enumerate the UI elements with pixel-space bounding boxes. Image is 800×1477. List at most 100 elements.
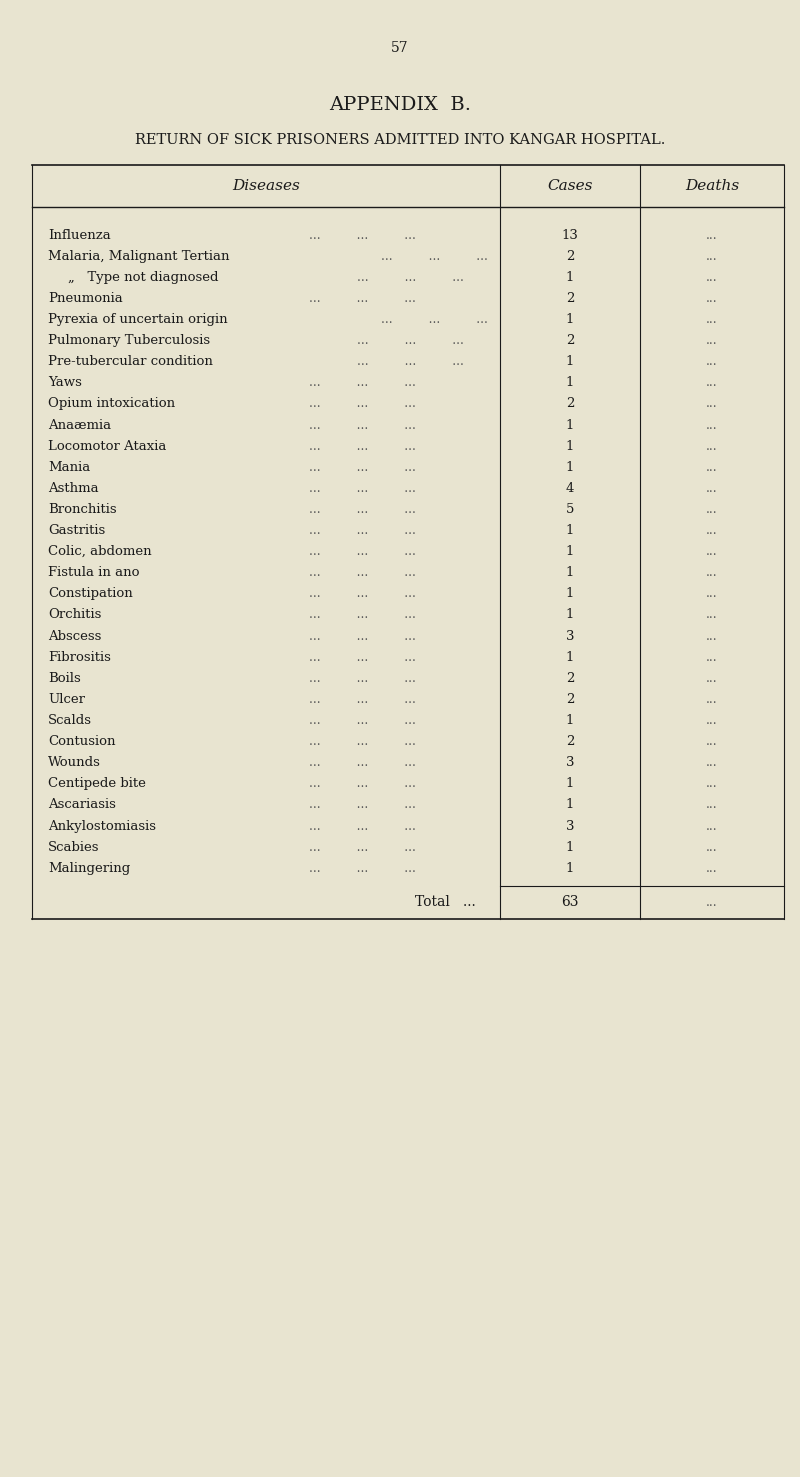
Text: 4: 4: [566, 482, 574, 495]
Text: Yaws: Yaws: [48, 377, 82, 390]
Text: ...         ...         ...: ... ... ...: [309, 820, 415, 833]
Text: Malingering: Malingering: [48, 861, 130, 874]
Text: ...         ...         ...: ... ... ...: [309, 713, 415, 727]
Text: Contusion: Contusion: [48, 736, 115, 749]
Text: Opium intoxication: Opium intoxication: [48, 397, 175, 411]
Text: ...: ...: [706, 713, 718, 727]
Text: RETURN OF SICK PRISONERS ADMITTED INTO KANGAR HOSPITAL.: RETURN OF SICK PRISONERS ADMITTED INTO K…: [135, 133, 665, 146]
Text: ...         ...         ...: ... ... ...: [309, 588, 415, 600]
Text: 1: 1: [566, 713, 574, 727]
Text: ...: ...: [706, 588, 718, 600]
Text: Bronchitis: Bronchitis: [48, 504, 117, 515]
Text: APPENDIX  B.: APPENDIX B.: [329, 96, 471, 114]
Text: 63: 63: [562, 895, 578, 910]
Text: 1: 1: [566, 545, 574, 558]
Text: ...         ...         ...: ... ... ...: [357, 270, 463, 284]
Text: ...         ...         ...: ... ... ...: [309, 292, 415, 304]
Text: 1: 1: [566, 524, 574, 538]
Text: ...: ...: [706, 799, 718, 811]
Text: ...: ...: [706, 461, 718, 474]
Text: 1: 1: [566, 270, 574, 284]
Text: ...         ...         ...: ... ... ...: [381, 313, 487, 326]
Text: ...         ...         ...: ... ... ...: [309, 482, 415, 495]
Text: ...: ...: [706, 418, 718, 431]
Text: ...         ...         ...: ... ... ...: [309, 861, 415, 874]
Text: Influenza: Influenza: [48, 229, 110, 242]
Text: Centipede bite: Centipede bite: [48, 777, 146, 790]
Text: ...         ...         ...: ... ... ...: [309, 609, 415, 622]
Text: 3: 3: [566, 629, 574, 642]
Text: 1: 1: [566, 377, 574, 390]
Text: ...: ...: [706, 820, 718, 833]
Text: Gastritis: Gastritis: [48, 524, 106, 538]
Text: ...         ...         ...: ... ... ...: [309, 397, 415, 411]
Text: Boils: Boils: [48, 672, 81, 685]
Text: Pneumonia: Pneumonia: [48, 292, 122, 304]
Text: ...         ...         ...: ... ... ...: [309, 418, 415, 431]
Text: Scalds: Scalds: [48, 713, 92, 727]
Text: ...         ...         ...: ... ... ...: [309, 736, 415, 749]
Text: ...: ...: [706, 250, 718, 263]
Text: Orchitis: Orchitis: [48, 609, 102, 622]
Text: ...: ...: [706, 377, 718, 390]
Text: Ankylostomiasis: Ankylostomiasis: [48, 820, 156, 833]
Text: Ascariasis: Ascariasis: [48, 799, 116, 811]
Text: 3: 3: [566, 756, 574, 770]
Text: ...: ...: [706, 397, 718, 411]
Text: 2: 2: [566, 397, 574, 411]
Text: ...         ...         ...: ... ... ...: [309, 504, 415, 515]
Text: ...: ...: [706, 693, 718, 706]
Text: 57: 57: [391, 41, 409, 55]
Text: 2: 2: [566, 292, 574, 304]
Text: 1: 1: [566, 799, 574, 811]
Text: „   Type not diagnosed: „ Type not diagnosed: [68, 270, 218, 284]
Text: ...         ...         ...: ... ... ...: [309, 756, 415, 770]
Text: Constipation: Constipation: [48, 588, 133, 600]
Text: Fibrositis: Fibrositis: [48, 651, 111, 663]
Text: 1: 1: [566, 861, 574, 874]
Text: Anaæmia: Anaæmia: [48, 418, 111, 431]
Text: ...: ...: [706, 840, 718, 854]
Text: Ulcer: Ulcer: [48, 693, 85, 706]
Text: Pulmonary Tuberculosis: Pulmonary Tuberculosis: [48, 334, 210, 347]
Text: 2: 2: [566, 250, 574, 263]
Text: Abscess: Abscess: [48, 629, 102, 642]
Text: 1: 1: [566, 588, 574, 600]
Text: ...: ...: [706, 270, 718, 284]
Text: Wounds: Wounds: [48, 756, 101, 770]
Text: ...: ...: [706, 482, 718, 495]
Text: 1: 1: [566, 440, 574, 452]
Text: ...         ...         ...: ... ... ...: [309, 524, 415, 538]
Text: ...: ...: [706, 440, 718, 452]
Text: 2: 2: [566, 693, 574, 706]
Text: ...: ...: [706, 897, 718, 908]
Text: 2: 2: [566, 334, 574, 347]
Text: ...         ...         ...: ... ... ...: [309, 799, 415, 811]
Text: ...: ...: [706, 292, 718, 304]
Text: 1: 1: [566, 354, 574, 368]
Text: Cases: Cases: [547, 179, 593, 193]
Text: ...         ...         ...: ... ... ...: [309, 651, 415, 663]
Text: ...: ...: [706, 756, 718, 770]
Text: 2: 2: [566, 736, 574, 749]
Text: Colic, abdomen: Colic, abdomen: [48, 545, 152, 558]
Text: 1: 1: [566, 777, 574, 790]
Text: Diseases: Diseases: [232, 179, 300, 193]
Text: ...: ...: [706, 609, 718, 622]
Text: ...: ...: [706, 777, 718, 790]
Text: ...         ...         ...: ... ... ...: [309, 672, 415, 685]
Text: ...: ...: [706, 229, 718, 242]
Text: ...: ...: [706, 334, 718, 347]
Text: Asthma: Asthma: [48, 482, 98, 495]
Text: 13: 13: [562, 229, 578, 242]
Text: ...: ...: [706, 629, 718, 642]
Text: 1: 1: [566, 609, 574, 622]
Text: ...: ...: [706, 672, 718, 685]
Text: ...: ...: [706, 354, 718, 368]
Text: ...         ...         ...: ... ... ...: [309, 461, 415, 474]
Text: 1: 1: [566, 840, 574, 854]
Text: ...         ...         ...: ... ... ...: [309, 229, 415, 242]
Text: ...         ...         ...: ... ... ...: [309, 377, 415, 390]
Text: ...         ...         ...: ... ... ...: [309, 545, 415, 558]
Text: ...         ...         ...: ... ... ...: [309, 840, 415, 854]
